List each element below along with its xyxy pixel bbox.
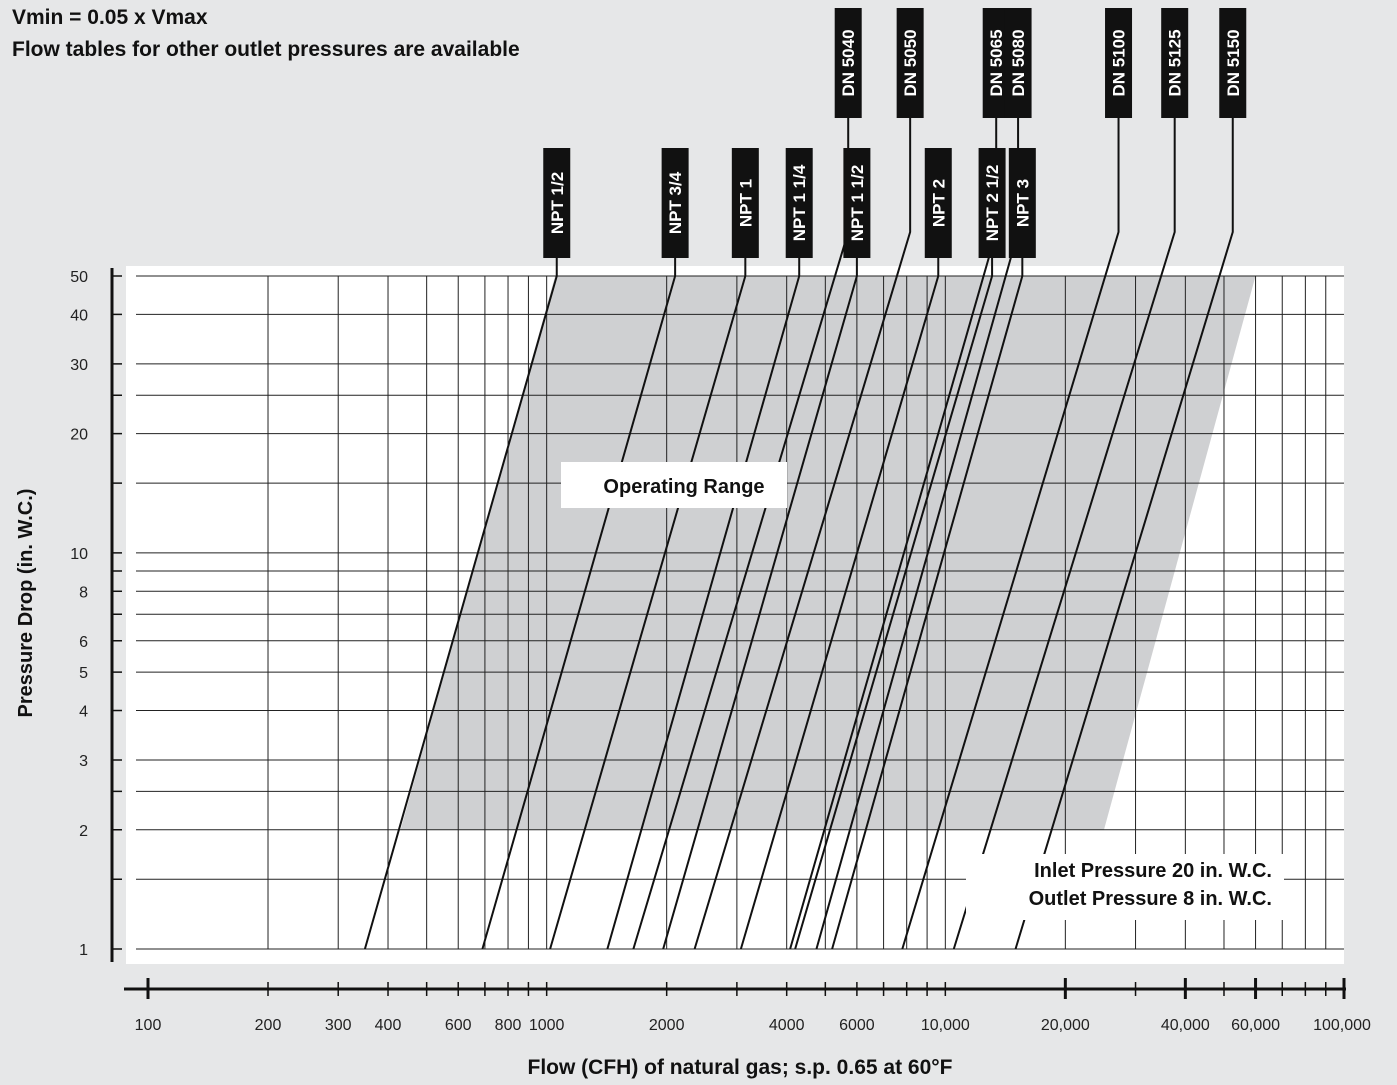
- y-tick-label: 10: [70, 546, 88, 563]
- series-tag-label: DN 5040: [839, 29, 858, 96]
- x-tick-label: 2000: [649, 1017, 685, 1034]
- x-tick-label: 600: [445, 1017, 472, 1034]
- x-tick-label: 300: [325, 1017, 352, 1034]
- series-line: [739, 258, 940, 950]
- x-tick-label: 20,000: [1041, 1017, 1090, 1034]
- y-tick-label: 30: [70, 357, 88, 374]
- pressure-note-box: [966, 854, 1284, 920]
- header-flow-tables-note: Flow tables for other outlet pressures a…: [12, 38, 520, 61]
- series-tag-box: [1004, 8, 1032, 118]
- outlet-pressure-note: Outlet Pressure 8 in. W.C.: [1029, 888, 1272, 910]
- series-labels: NPT 1/2 NPT 3/4 NPT 1 NPT 1 1/4 NPT 1 1/2 NPT…: [543, 8, 1247, 258]
- series-tag-label: NPT 1 1/4: [790, 164, 809, 241]
- y-tick-label: 4: [79, 704, 88, 721]
- horizontal-grid: [136, 275, 1344, 950]
- series-tag-box: [1105, 8, 1133, 118]
- y-axis-ticks: 1 2 3 4 5 6 8 10 20 30 40 50: [70, 269, 122, 959]
- x-axis-ticks: 100 200 300 400 600 800 1000 2000 4000 6000 10,000…: [135, 978, 1371, 1034]
- series-tag-label: DN 5125: [1166, 29, 1185, 96]
- operating-range-label: Operating Range: [603, 476, 764, 498]
- x-tick-label: 10,000: [921, 1017, 970, 1034]
- series-tag-label: NPT 2: [929, 179, 948, 227]
- y-axis-label: Pressure Drop (in. W.C.): [15, 489, 37, 718]
- series-line: [662, 258, 858, 950]
- series-line: [831, 258, 1024, 950]
- series-tag-label: NPT 2 1/2: [983, 165, 1002, 242]
- y-tick-label: 3: [79, 753, 88, 770]
- series-tag-box: [1161, 8, 1189, 118]
- x-tick-label: 60,000: [1231, 1017, 1280, 1034]
- series-tag-box: [924, 148, 952, 258]
- series-tag-box: [543, 148, 571, 258]
- series-tag-label: DN 5100: [1110, 29, 1129, 96]
- series-tag-label: NPT 1 1/2: [848, 165, 867, 242]
- inlet-pressure-note: Inlet Pressure 20 in. W.C.: [1034, 860, 1272, 882]
- series-line: [693, 118, 912, 950]
- y-tick-label: 1: [79, 942, 88, 959]
- series-tag-label: DN 5080: [1009, 29, 1028, 96]
- x-tick-label: 1000: [529, 1017, 565, 1034]
- y-tick-label: 20: [70, 427, 88, 444]
- x-axis-label: Flow (CFH) of natural gas; s.p. 0.65 at …: [528, 1056, 953, 1079]
- x-tick-label: 800: [495, 1017, 522, 1034]
- series-tag-box: [896, 8, 924, 118]
- series-tag-box: [834, 8, 862, 118]
- series-tag-box: [843, 148, 871, 258]
- series-tag-label: DN 5150: [1224, 29, 1243, 96]
- series-line: [1014, 118, 1234, 950]
- series-tag-label: NPT 3: [1013, 179, 1032, 227]
- series-tag-box: [1219, 8, 1247, 118]
- series-line: [481, 258, 677, 950]
- x-tick-label: 4000: [769, 1017, 805, 1034]
- vertical-grid: [267, 276, 1327, 949]
- y-tick-label: 5: [79, 665, 88, 682]
- series-tag-label: NPT 1: [736, 179, 755, 227]
- series-tag-box: [661, 148, 689, 258]
- series-tag-label: DN 5050: [901, 29, 920, 96]
- x-tick-label: 6000: [839, 1017, 875, 1034]
- series-tag-box: [785, 148, 813, 258]
- series-line: [794, 258, 994, 950]
- series-tag-label: DN 5065: [987, 29, 1006, 96]
- series-line: [363, 258, 558, 950]
- x-tick-label: 400: [375, 1017, 402, 1034]
- y-tick-label: 50: [70, 269, 88, 286]
- y-tick-label: 8: [79, 584, 88, 601]
- y-tick-label: 6: [79, 634, 88, 651]
- x-tick-label: 100,000: [1313, 1017, 1371, 1034]
- series-tag-box: [731, 148, 759, 258]
- x-tick-label: 200: [255, 1017, 282, 1034]
- y-tick-label: 40: [70, 307, 88, 324]
- y-tick-label: 2: [79, 823, 88, 840]
- operating-range-label-box: [561, 462, 787, 508]
- series-line: [549, 258, 747, 950]
- header-vmin: Vmin = 0.05 x Vmax: [12, 6, 208, 29]
- series-tag-box: [978, 148, 1006, 258]
- series-line: [952, 118, 1176, 950]
- x-tick-label: 40,000: [1161, 1017, 1210, 1034]
- series-line: [901, 118, 1120, 950]
- series-tag-label: NPT 1/2: [548, 172, 567, 234]
- series-tag-box: [1008, 148, 1036, 258]
- x-tick-label: 100: [135, 1017, 162, 1034]
- series-tag-label: NPT 3/4: [666, 171, 685, 234]
- series-line: [606, 258, 801, 950]
